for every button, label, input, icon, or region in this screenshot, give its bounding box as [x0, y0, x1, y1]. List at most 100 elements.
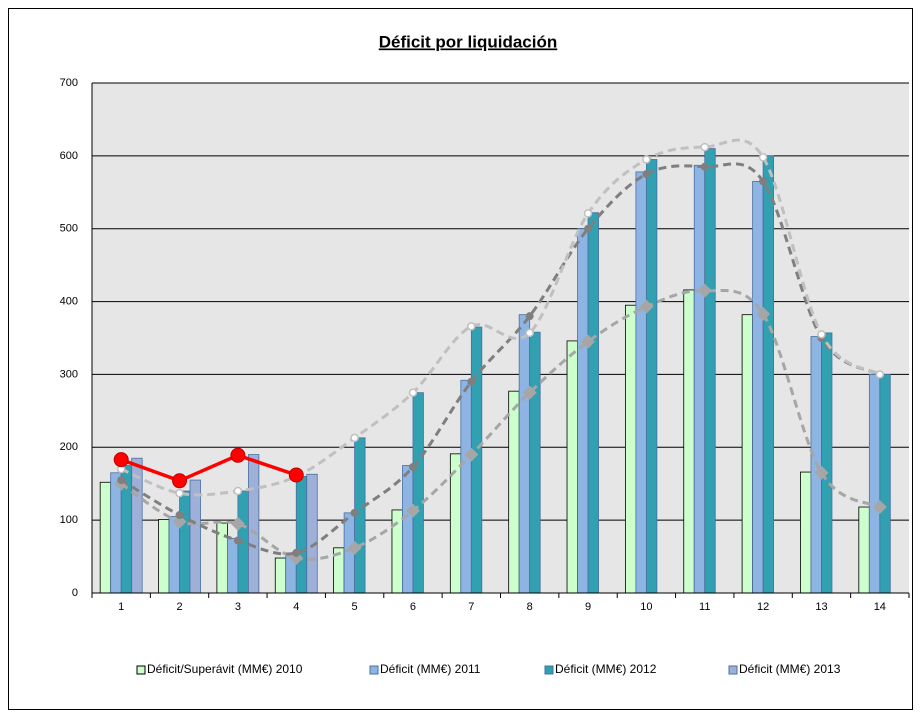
x-tick-label: 3: [235, 601, 241, 613]
marker: [642, 170, 651, 179]
x-tick-label: 12: [757, 601, 769, 613]
legend-label: Déficit/Superávit (MM€) 2010: [147, 662, 303, 676]
marker: [584, 224, 593, 233]
legend-swatch: [728, 665, 738, 675]
bar: [821, 332, 833, 594]
x-tick-label: 5: [352, 601, 358, 613]
marker: [817, 330, 826, 339]
bar: [247, 454, 260, 594]
marker: [759, 177, 768, 186]
marker: [581, 334, 596, 349]
bar: [858, 506, 870, 594]
bar: [179, 490, 191, 594]
legend-label: Déficit (MM€) 2013: [739, 662, 841, 676]
bar: [752, 180, 764, 594]
marker: [756, 306, 771, 321]
marker: [464, 447, 479, 462]
marker: [639, 299, 654, 314]
bar: [566, 340, 578, 594]
bar: [508, 390, 520, 594]
chart-title: Déficit por liquidación: [379, 32, 558, 51]
bar: [645, 159, 658, 594]
marker: [642, 155, 651, 164]
marker: [350, 433, 359, 443]
bar: [587, 212, 599, 594]
y-tick-label: 200: [60, 441, 78, 453]
y-tick-label: 300: [60, 368, 78, 380]
marker: [405, 503, 420, 518]
y-tick-label: 0: [72, 587, 78, 599]
marker: [408, 462, 417, 471]
bar: [168, 516, 180, 594]
bar: [800, 471, 812, 594]
marker: [583, 209, 593, 218]
marker: [172, 473, 188, 489]
marker: [758, 153, 768, 162]
x-tick-label: 11: [699, 601, 710, 613]
bar: [868, 374, 881, 594]
legend-label: Déficit (MM€) 2011: [380, 662, 481, 676]
y-tick-label: 700: [60, 77, 78, 89]
y-tick-label: 600: [60, 150, 78, 162]
bar: [131, 457, 143, 594]
bar: [470, 326, 483, 594]
bar: [683, 289, 695, 594]
bar: [577, 228, 589, 594]
marker: [288, 467, 304, 483]
x-tick-label: 10: [640, 601, 652, 613]
bar: [402, 465, 414, 594]
marker: [408, 388, 418, 397]
marker: [233, 486, 243, 496]
bar: [879, 374, 891, 594]
x-tick-label: 6: [410, 601, 416, 613]
legend-swatch: [544, 665, 554, 675]
marker: [697, 283, 712, 298]
marker: [467, 377, 476, 386]
bar: [624, 304, 637, 594]
bar: [741, 314, 754, 594]
y-tick-label: 400: [60, 295, 78, 307]
bar: [762, 155, 775, 594]
bar: [460, 379, 472, 594]
legend-swatch: [136, 665, 146, 675]
marker: [175, 511, 184, 520]
marker: [230, 447, 246, 463]
bar: [295, 476, 308, 594]
line-series: [120, 138, 881, 497]
line-series: [120, 453, 297, 483]
bar: [693, 164, 706, 594]
bar: [704, 148, 716, 594]
y-tick-label: 500: [60, 223, 78, 235]
line-series: [120, 288, 881, 561]
marker: [175, 488, 184, 498]
bar: [412, 392, 424, 594]
marker: [347, 540, 362, 555]
bar: [189, 479, 201, 594]
marker: [872, 500, 887, 515]
marker: [522, 385, 537, 400]
y-tick-label: 100: [60, 514, 78, 526]
line-series: [120, 162, 881, 556]
marker: [875, 370, 885, 379]
x-tick-label: 8: [527, 601, 533, 613]
x-tick-label: 7: [468, 601, 474, 613]
marker: [700, 142, 709, 152]
bar: [99, 481, 112, 594]
x-tick-label: 13: [815, 601, 827, 613]
bar: [274, 557, 287, 594]
bar: [529, 331, 541, 594]
bar: [158, 519, 170, 594]
bar: [518, 314, 531, 594]
x-tick-label: 14: [874, 601, 886, 613]
x-tick-label: 4: [293, 601, 299, 613]
marker: [350, 508, 359, 517]
bar: [635, 171, 647, 594]
x-tick-label: 2: [176, 601, 182, 613]
plot-area: [92, 83, 909, 593]
legend-swatch: [369, 665, 379, 675]
marker: [525, 312, 534, 321]
marker: [113, 452, 129, 468]
x-tick-label: 9: [585, 601, 591, 613]
